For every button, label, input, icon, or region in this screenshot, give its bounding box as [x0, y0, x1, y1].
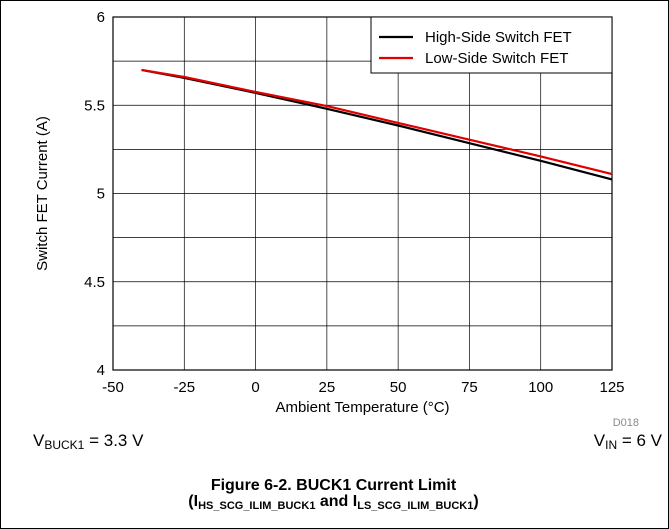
- legend-box: [370, 16, 613, 74]
- condition-vin: VIN = 6 V: [594, 431, 662, 452]
- tick-labels: -50 -25 0 25 50 75 100 125 4 4.5 5 5.5 6: [84, 9, 624, 396]
- series-lines: [141, 68, 613, 181]
- caption-line-1: Figure 6-2. BUCK1 Current Limit: [210, 477, 457, 494]
- condition-vin-sub: IN: [605, 438, 618, 452]
- x-tick-label: -25: [173, 379, 195, 396]
- y-tick-label: 4.5: [84, 274, 105, 291]
- x-axis-title: Ambient Temperature (°C): [275, 399, 449, 416]
- condition-vin-prefix: V: [593, 431, 606, 450]
- caption-close: ): [473, 493, 479, 510]
- caption-mid: and I: [315, 493, 358, 510]
- condition-vbuck1: VBUCK1 = 3.3 V: [33, 431, 143, 452]
- legend-label: Low-Side Switch FET: [425, 50, 568, 67]
- figure-caption: Figure 6-2. BUCK1 Current Limit (IHS_SCG…: [0, 478, 667, 514]
- x-tick-label: 75: [461, 379, 478, 396]
- caption-line-2: (IHS_SCG_ILIM_BUCK1 and ILS_SCG_ILIM_BUC…: [0, 494, 667, 514]
- x-tick-label: 0: [251, 379, 259, 396]
- caption-sub-ls: LS_SCG_ILIM_BUCK1: [357, 500, 474, 512]
- caption-sub-hs: HS_SCG_ILIM_BUCK1: [198, 500, 316, 512]
- series-line-high-side: [141, 68, 613, 181]
- condition-vbuck1-suffix: = 3.3 V: [84, 431, 144, 450]
- y-tick-label: 4: [97, 362, 105, 379]
- condition-vbuck1-sub: BUCK1: [44, 438, 85, 452]
- x-tick-label: -50: [102, 379, 124, 396]
- series-line-low-side: [141, 68, 613, 176]
- x-tick-label: 50: [390, 379, 407, 396]
- x-tick-label: 100: [528, 379, 553, 396]
- y-axis-title: Switch FET Current (A): [34, 116, 51, 271]
- x-tick-label: 25: [319, 379, 336, 396]
- legend-label: High-Side Switch FET: [425, 29, 572, 46]
- plot-area-border: [112, 16, 613, 371]
- y-tick-label: 5.5: [84, 97, 105, 114]
- condition-vbuck1-prefix: V: [33, 431, 45, 450]
- figure-id-label: D018: [613, 417, 639, 429]
- chart-svg: -50 -25 0 25 50 75 100 125 4 4.5 5 5.5 6 High-Side S…: [34, 9, 639, 429]
- legend: High-Side Switch FET Low-Side Switch FET: [370, 16, 613, 74]
- y-tick-label: 6: [97, 9, 105, 26]
- grid-lines: [113, 17, 612, 370]
- condition-vin-suffix: = 6 V: [617, 431, 662, 450]
- x-tick-label: 125: [599, 379, 624, 396]
- y-tick-label: 5: [97, 186, 105, 203]
- caption-open: (I: [188, 493, 199, 510]
